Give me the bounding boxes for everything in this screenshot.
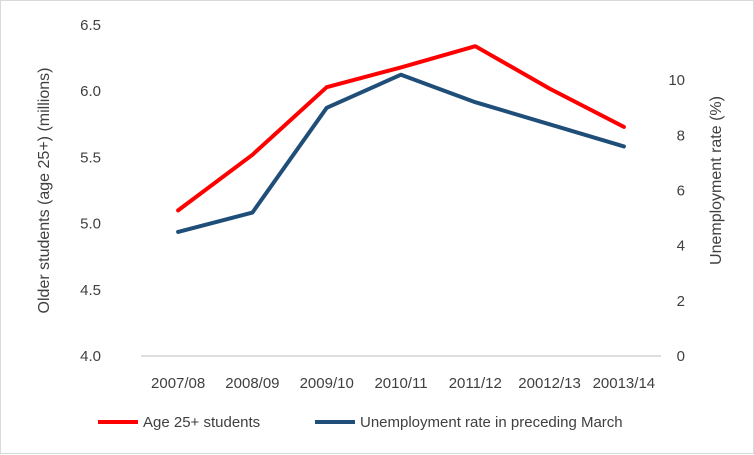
- series-line-2: [176, 72, 626, 234]
- series-layer: [176, 44, 626, 234]
- x-tick-label: 2010/11: [374, 375, 427, 392]
- axes-layer: 4.0 4.5 5.0 5.5 6.0 6.5 0 2 4 6 8 10 2007/08 2008/09 2…: [80, 17, 685, 392]
- y-right-tick-label: 2: [677, 293, 685, 310]
- y-left-tick-label: 5.0: [80, 216, 101, 233]
- y-right-tick-label: 8: [677, 127, 685, 144]
- series-line-1: [176, 44, 626, 213]
- x-tick-label: 2008/09: [225, 375, 279, 392]
- y-left-tick-label: 6.5: [80, 17, 101, 34]
- y-right-tick-label: 10: [668, 72, 685, 89]
- y-axis-left-title: Older students (age 25+) (millions): [36, 68, 53, 314]
- x-tick-label: 20012/13: [518, 375, 581, 392]
- legend-label-1: Age 25+ students: [143, 414, 260, 431]
- y-right-tick-label: 6: [677, 183, 685, 200]
- y-left-tick-label: 5.5: [80, 149, 101, 166]
- x-tick-label: 20013/14: [593, 375, 656, 392]
- legend: Age 25+ students Unemployment rate in pre…: [98, 414, 623, 431]
- y-axis-right-title: Unemployment rate (%): [708, 96, 725, 265]
- y-left-tick-label: 6.0: [80, 83, 101, 100]
- legend-label-2: Unemployment rate in preceding March: [360, 414, 623, 431]
- x-tick-label: 2011/12: [449, 375, 502, 392]
- y-right-tick-label: 0: [677, 348, 685, 365]
- x-tick-label: 2009/10: [300, 375, 354, 392]
- y-left-tick-label: 4.5: [80, 282, 101, 299]
- y-right-tick-label: 4: [677, 238, 685, 255]
- y-left-tick-label: 4.0: [80, 348, 101, 365]
- x-tick-label: 2007/08: [151, 375, 205, 392]
